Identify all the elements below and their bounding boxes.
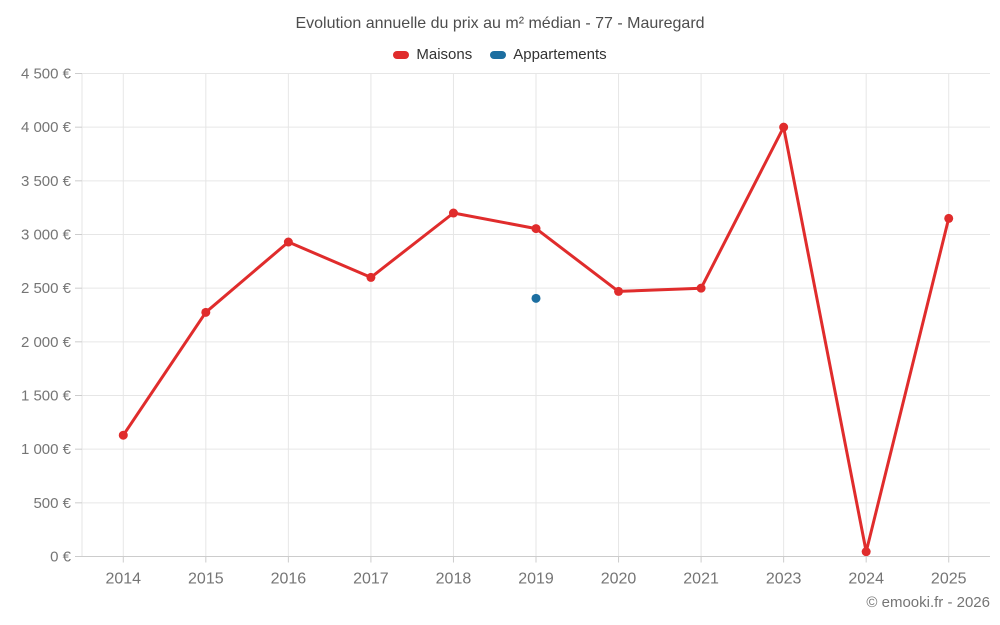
appartements-point-2019[interactable] bbox=[531, 293, 541, 303]
y-axis-label: 500 € bbox=[33, 495, 71, 512]
maisons-point-2014[interactable] bbox=[118, 430, 128, 440]
y-axis-label: 4 500 € bbox=[21, 66, 72, 83]
y-axis-label: 4 000 € bbox=[21, 119, 72, 136]
x-axis-label: 2016 bbox=[271, 571, 307, 588]
legend-item-appartements[interactable]: Appartements bbox=[490, 46, 607, 63]
appartements-swatch bbox=[490, 50, 507, 59]
chart-legend: Maisons Appartements bbox=[0, 46, 1000, 63]
maisons-point-2021[interactable] bbox=[696, 283, 706, 293]
x-axis-label: 2023 bbox=[766, 571, 802, 588]
maisons-swatch bbox=[393, 50, 410, 59]
maisons-point-2017[interactable] bbox=[366, 272, 376, 282]
y-axis-label: 1 500 € bbox=[21, 388, 72, 405]
chart-title: Evolution annuelle du prix au m² médian … bbox=[295, 15, 705, 32]
maisons-point-2020[interactable] bbox=[614, 286, 624, 296]
x-axis-label: 2014 bbox=[105, 571, 141, 588]
maisons-point-2015[interactable] bbox=[201, 307, 211, 317]
x-axis-label: 2025 bbox=[931, 571, 967, 588]
maisons-point-2016[interactable] bbox=[283, 237, 293, 247]
maisons-point-2023[interactable] bbox=[779, 122, 789, 132]
y-axis-label: 3 000 € bbox=[21, 227, 72, 244]
y-axis-label: 2 500 € bbox=[21, 280, 72, 297]
maisons-point-2019[interactable] bbox=[531, 224, 541, 234]
maisons-point-2024[interactable] bbox=[861, 547, 871, 557]
copyright-credit: © emooki.fr - 2026 bbox=[866, 594, 990, 611]
maisons-point-2025[interactable] bbox=[944, 213, 954, 223]
x-axis-label: 2015 bbox=[188, 571, 224, 588]
y-axis-label: 3 500 € bbox=[21, 173, 72, 190]
legend-label-maisons: Maisons bbox=[416, 46, 473, 63]
x-axis-label: 2024 bbox=[848, 571, 884, 588]
x-axis-label: 2017 bbox=[353, 571, 389, 588]
y-axis-label: 0 € bbox=[50, 549, 72, 566]
maisons-point-2018[interactable] bbox=[448, 208, 458, 218]
y-axis-label: 2 000 € bbox=[21, 334, 72, 351]
x-axis-label: 2019 bbox=[518, 571, 554, 588]
x-axis-label: 2018 bbox=[436, 571, 472, 588]
x-axis-label: 2020 bbox=[601, 571, 637, 588]
legend-item-maisons[interactable]: Maisons bbox=[393, 46, 472, 63]
x-axis-label: 2021 bbox=[683, 571, 719, 588]
y-axis-label: 1 000 € bbox=[21, 441, 72, 458]
legend-label-appartements: Appartements bbox=[513, 46, 607, 63]
